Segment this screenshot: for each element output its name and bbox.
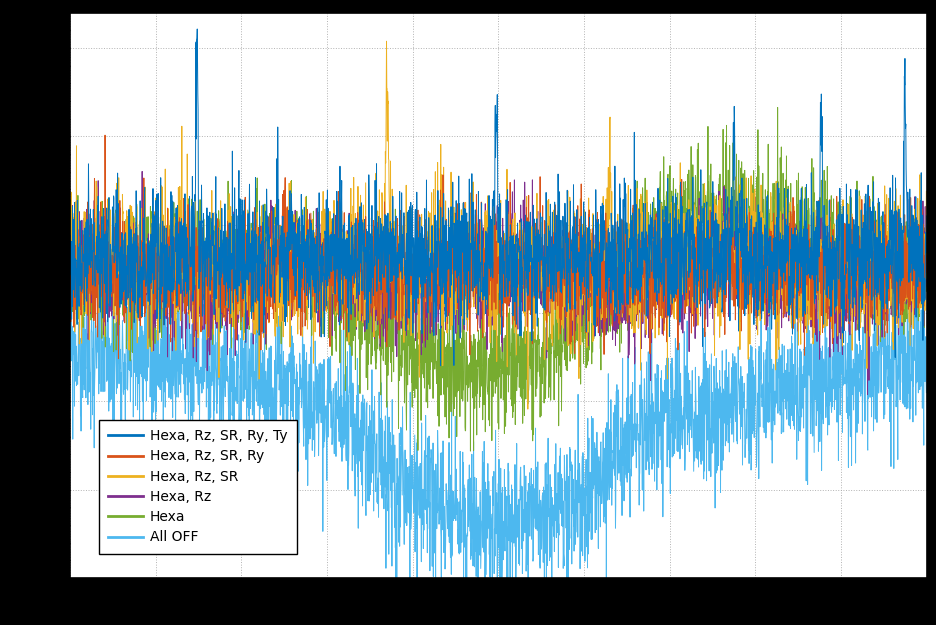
Legend: Hexa, Rz, SR, Ry, Ty, Hexa, Rz, SR, Ry, Hexa, Rz, SR, Hexa, Rz, Hexa, All OFF: Hexa, Rz, SR, Ry, Ty, Hexa, Rz, SR, Ry, … xyxy=(98,419,298,554)
